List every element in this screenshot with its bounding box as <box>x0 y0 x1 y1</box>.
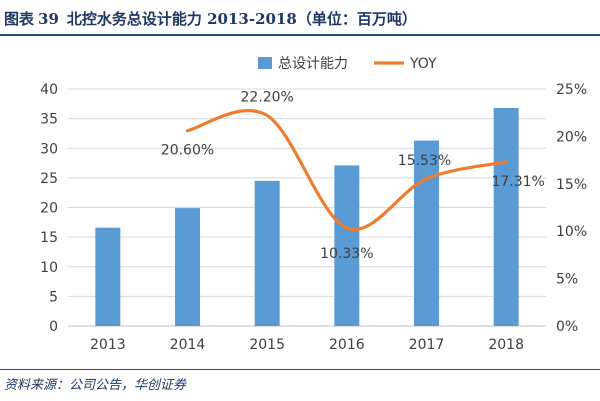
y-left-tick-label: 15 <box>40 230 58 246</box>
bar-2018 <box>493 107 519 327</box>
bar-2017 <box>414 140 439 326</box>
y-right-tick-label: 25% <box>556 82 587 98</box>
bar-2016 <box>334 165 360 326</box>
figure-number: 39 <box>38 10 59 28</box>
legend-bar-label: 总设计能力 <box>278 56 348 72</box>
source-rule <box>0 369 600 370</box>
legend-line-label: YOY <box>409 56 437 72</box>
bar-2015 <box>254 180 280 326</box>
y-left-tick-label: 35 <box>40 112 58 128</box>
yoy-data-label: 17.31% <box>491 174 544 190</box>
x-tick-label: 2017 <box>409 337 445 353</box>
title-rule <box>0 34 600 36</box>
y-left-tick-label: 30 <box>40 141 58 157</box>
y-left-tick-label: 0 <box>49 319 58 335</box>
x-tick-label: 2015 <box>249 337 285 353</box>
y-right-tick-label: 20% <box>556 129 587 145</box>
x-tick-label: 2014 <box>170 337 206 353</box>
y-right-tick-label: 0% <box>556 319 578 335</box>
y-right-tick-label: 5% <box>556 272 578 288</box>
y-right-tick-label: 10% <box>556 224 587 240</box>
figure-label: 图表 <box>4 10 35 28</box>
yoy-data-label: 22.20% <box>240 90 293 106</box>
y-left-tick-label: 10 <box>40 260 58 276</box>
bar-2013 <box>95 227 121 326</box>
x-tick-label: 2016 <box>329 337 365 353</box>
source-note: 资料来源：公司公告，华创证券 <box>4 378 187 393</box>
y-left-tick-label: 25 <box>40 171 58 187</box>
yoy-data-label: 10.33% <box>320 246 373 262</box>
figure-title-text: 北控水务总设计能力 2013-2018（单位：百万吨） <box>66 10 417 28</box>
x-tick-label: 2018 <box>488 337 524 353</box>
bar-2014 <box>175 208 200 326</box>
yoy-data-label: 15.53% <box>398 153 451 169</box>
yoy-line <box>185 109 508 232</box>
x-tick-label: 2013 <box>90 337 126 353</box>
y-left-tick-label: 20 <box>40 201 58 217</box>
y-left-tick-label: 40 <box>40 82 58 98</box>
yoy-data-label: 20.60% <box>161 143 214 159</box>
y-right-tick-label: 15% <box>556 177 587 193</box>
chart-title: 图表 39 北控水务总设计能力 2013-2018（单位：百万吨） <box>4 6 417 32</box>
legend-bar-swatch <box>258 57 272 69</box>
y-left-tick-label: 5 <box>49 289 58 305</box>
